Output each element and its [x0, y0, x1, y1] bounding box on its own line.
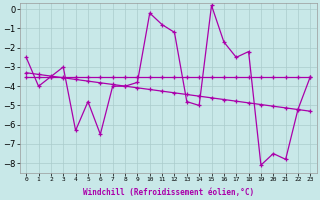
X-axis label: Windchill (Refroidissement éolien,°C): Windchill (Refroidissement éolien,°C) — [83, 188, 254, 197]
